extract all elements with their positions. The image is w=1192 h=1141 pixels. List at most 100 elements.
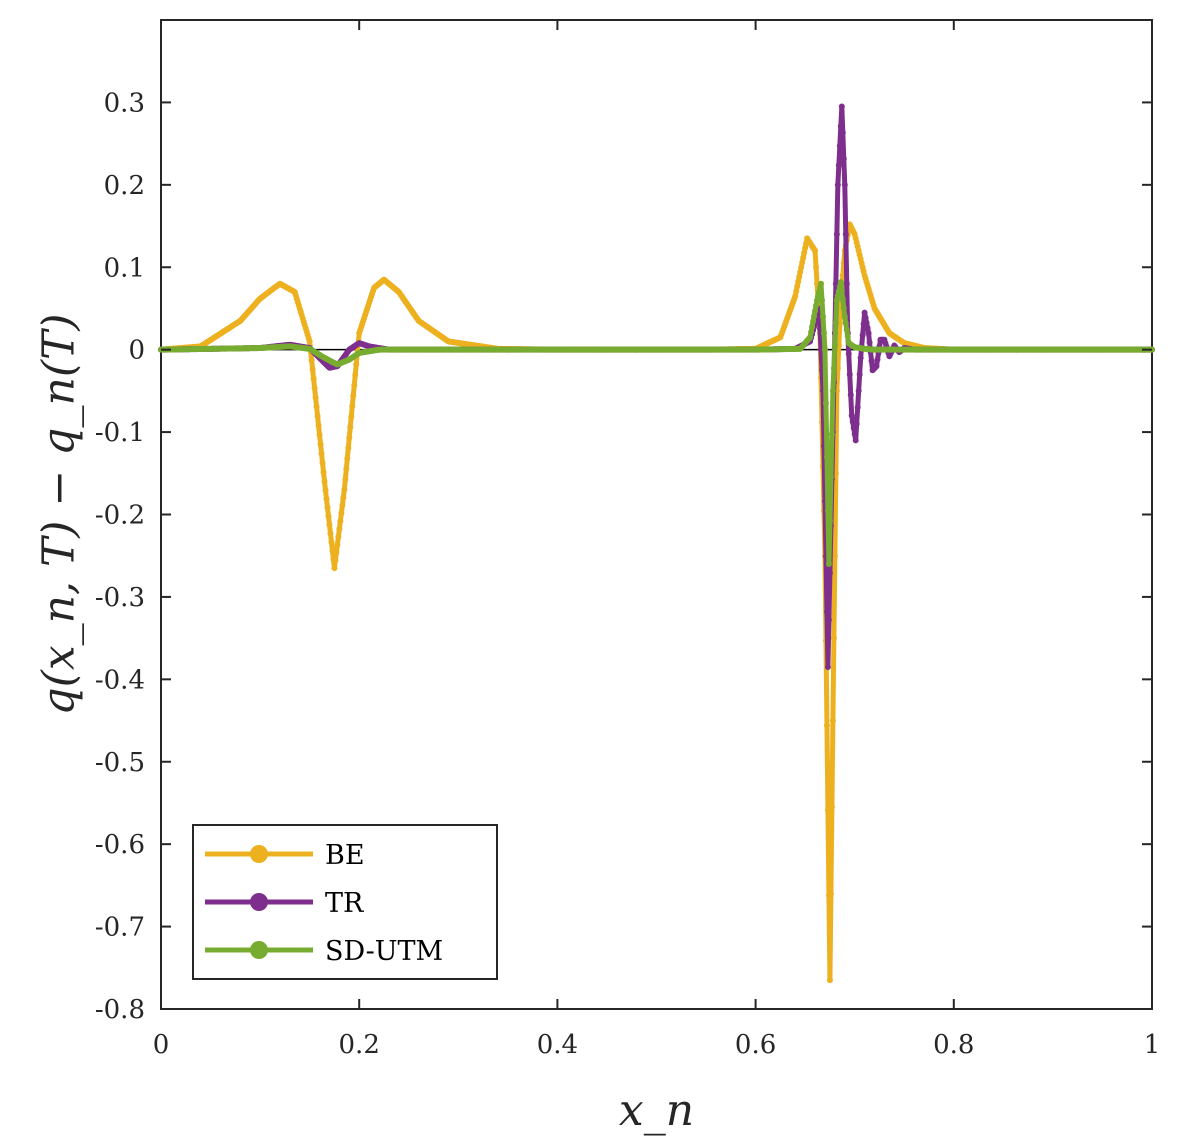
series-point bbox=[347, 424, 354, 431]
series-point bbox=[829, 387, 836, 394]
series-point bbox=[325, 513, 332, 520]
series-point bbox=[823, 608, 830, 615]
series-point bbox=[854, 404, 861, 411]
y-tick-label: 0.1 bbox=[104, 253, 145, 283]
series-point bbox=[823, 722, 830, 729]
series-point bbox=[868, 358, 875, 364]
series-point bbox=[820, 330, 827, 337]
series-point bbox=[824, 663, 831, 670]
series-point bbox=[798, 264, 805, 271]
series-point bbox=[830, 635, 837, 642]
series-point bbox=[810, 318, 817, 325]
series-point bbox=[813, 302, 820, 309]
series-point bbox=[852, 437, 859, 444]
series-point bbox=[824, 807, 831, 814]
series-point bbox=[350, 392, 357, 399]
series-point bbox=[874, 356, 881, 363]
y-tick-label: 0.2 bbox=[104, 171, 145, 201]
series-point bbox=[843, 326, 850, 333]
series-point bbox=[811, 313, 818, 320]
series-point bbox=[827, 890, 834, 897]
series-point bbox=[352, 371, 359, 378]
y-tick-label: -0.5 bbox=[95, 748, 145, 778]
series-point bbox=[317, 441, 324, 448]
series-point bbox=[834, 292, 841, 299]
series-point bbox=[821, 346, 828, 353]
series-point bbox=[315, 422, 322, 429]
series-point bbox=[837, 123, 844, 130]
series-point bbox=[794, 283, 801, 290]
series-point bbox=[832, 319, 839, 326]
series-point bbox=[830, 365, 837, 372]
series-point bbox=[353, 361, 360, 368]
series-point bbox=[822, 400, 829, 407]
series-point bbox=[327, 530, 334, 537]
series-point bbox=[336, 525, 343, 532]
series-point bbox=[351, 382, 358, 389]
series-point bbox=[845, 350, 852, 357]
series-point bbox=[349, 403, 356, 410]
series-point bbox=[316, 431, 323, 438]
series-point bbox=[320, 469, 327, 476]
series-point bbox=[831, 552, 838, 559]
legend-items: BE TR SD-UTM bbox=[205, 840, 443, 967]
series-point bbox=[838, 103, 845, 110]
legend-label: TR bbox=[325, 888, 364, 919]
series-point bbox=[826, 977, 833, 984]
y-axis-label: q(x_n, T) − q_n(T) bbox=[33, 314, 84, 716]
series-point bbox=[310, 375, 317, 382]
series-point bbox=[864, 325, 871, 332]
x-axis-ticks: 0 0.2 0.4 0.6 0.8 1 bbox=[153, 20, 1161, 1060]
series-point bbox=[809, 323, 816, 330]
series-point bbox=[836, 142, 843, 149]
series-point bbox=[319, 459, 326, 466]
series-point bbox=[792, 293, 799, 300]
series-point bbox=[818, 280, 825, 287]
series-point bbox=[338, 510, 345, 517]
series-point bbox=[855, 387, 862, 394]
x-tick-label: 0.8 bbox=[933, 1030, 974, 1060]
series-point bbox=[324, 504, 331, 511]
series-sd-utm bbox=[158, 279, 1155, 567]
series-point bbox=[326, 521, 333, 528]
series-point bbox=[797, 269, 804, 276]
series-point bbox=[334, 541, 341, 548]
series-point bbox=[847, 392, 854, 398]
x-tick-label: 0.2 bbox=[339, 1030, 380, 1060]
series-point bbox=[842, 320, 849, 327]
series-point bbox=[841, 313, 848, 320]
series-point bbox=[846, 371, 853, 378]
series-point bbox=[311, 385, 318, 392]
series-point bbox=[865, 330, 872, 337]
series-point bbox=[850, 424, 857, 431]
series-point bbox=[346, 434, 353, 441]
series-point bbox=[340, 494, 347, 501]
x-axis-label: x_n bbox=[619, 1085, 694, 1136]
series-point bbox=[321, 478, 328, 485]
y-tick-label: -0.4 bbox=[95, 665, 145, 695]
series-point bbox=[323, 495, 330, 502]
series-point bbox=[866, 339, 873, 346]
legend-item-sd-utm: SD-UTM bbox=[205, 936, 443, 967]
series-point bbox=[841, 181, 848, 188]
series-point bbox=[844, 333, 851, 340]
y-tick-label: -0.2 bbox=[95, 501, 145, 531]
series-point bbox=[331, 565, 338, 572]
series-point bbox=[344, 455, 351, 462]
series-point bbox=[341, 486, 348, 493]
legend-label: SD-UTM bbox=[325, 936, 443, 967]
series-point bbox=[312, 394, 319, 401]
x-tick-label: 0.6 bbox=[735, 1030, 776, 1060]
series-point bbox=[851, 431, 858, 438]
series-point bbox=[843, 280, 850, 287]
series-point bbox=[862, 314, 869, 321]
series-point bbox=[801, 249, 808, 256]
series-point bbox=[828, 804, 835, 811]
series-point bbox=[831, 342, 838, 349]
series-point bbox=[812, 307, 819, 314]
y-tick-label: -0.6 bbox=[95, 830, 145, 860]
legend-label: BE bbox=[325, 840, 365, 871]
x-tick-label: 1 bbox=[1144, 1030, 1161, 1060]
series-point bbox=[857, 354, 864, 361]
series-point bbox=[800, 254, 807, 261]
